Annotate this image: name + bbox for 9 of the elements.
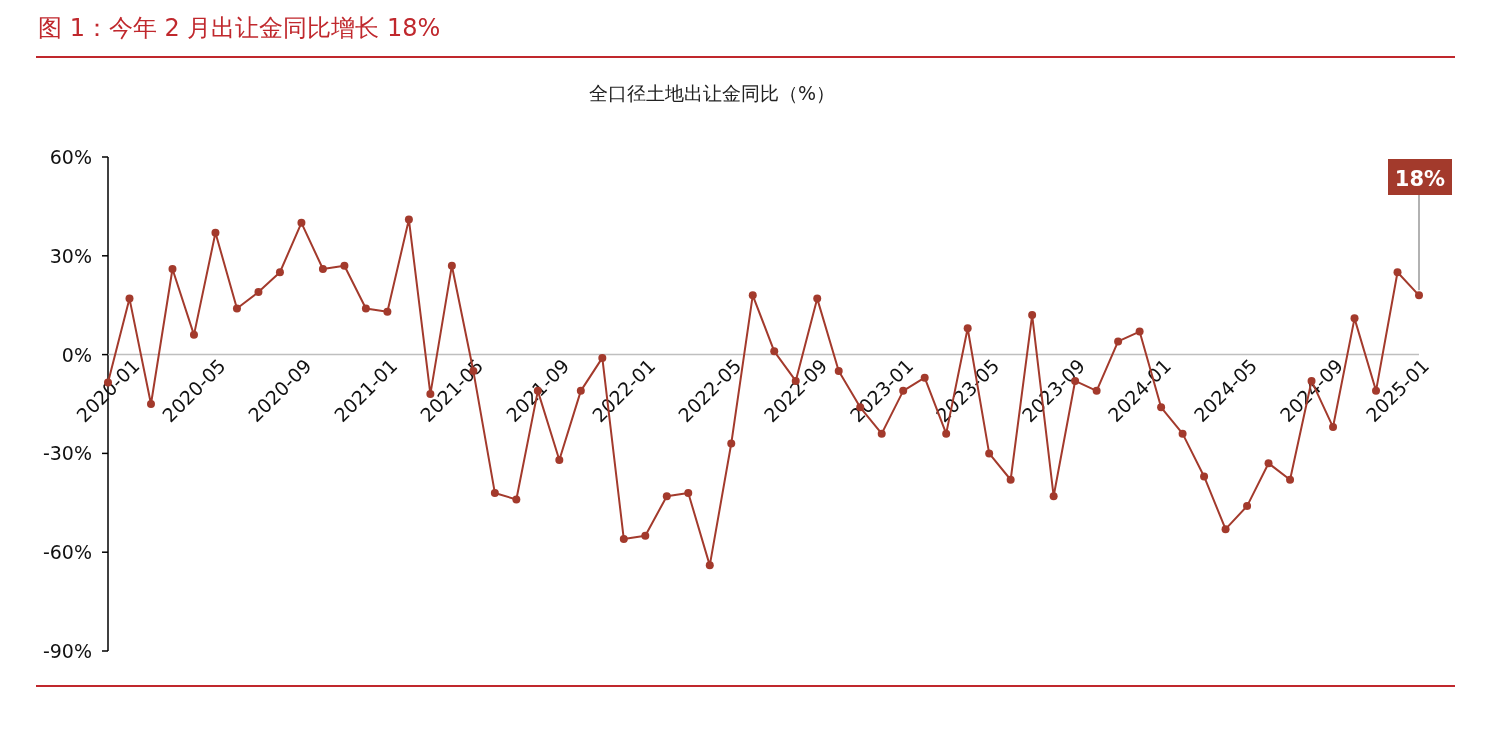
chart-subtitle: 全口径土地出让金同比（%）: [588, 82, 836, 104]
y-tick-label: 60%: [49, 146, 92, 168]
y-tick-label: 0%: [61, 343, 92, 366]
y-tick-label: -30%: [42, 442, 92, 465]
y-tick-label: -60%: [42, 541, 92, 564]
y-tick-label: 30%: [49, 244, 92, 267]
annotation: 18%: [1394, 167, 1446, 191]
chart-title: 图 1：今年 2 月出让金同比增长 18%: [38, 14, 441, 42]
y-tick-label: -90%: [42, 640, 92, 662]
